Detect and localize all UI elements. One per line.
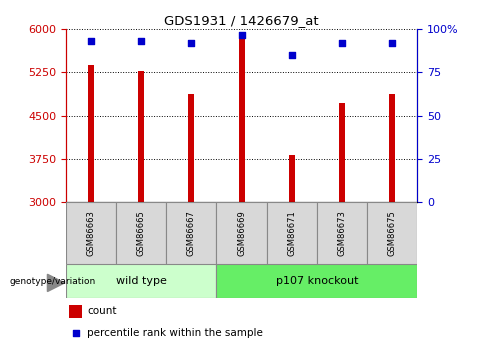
Bar [66,202,116,264]
Text: count: count [87,306,117,316]
Text: GSM86663: GSM86663 [86,210,96,256]
Bar [138,71,144,202]
Text: GSM86673: GSM86673 [337,210,346,256]
Bar [289,155,295,202]
Text: GSM86671: GSM86671 [287,210,296,256]
Bar [88,65,94,202]
Bar [69,305,81,318]
Text: p107 knockout: p107 knockout [276,276,358,286]
Point [87,39,95,44]
Text: GSM86675: GSM86675 [387,210,397,256]
Text: wild type: wild type [116,276,166,286]
Bar [217,264,417,298]
Bar [266,202,317,264]
Point [288,52,296,58]
Point [388,40,396,46]
Bar [317,202,367,264]
Text: GSM86665: GSM86665 [137,210,146,256]
Bar [339,103,345,202]
Bar [239,32,244,202]
Title: GDS1931 / 1426679_at: GDS1931 / 1426679_at [164,14,319,27]
Text: percentile rank within the sample: percentile rank within the sample [87,328,263,338]
Text: GSM86669: GSM86669 [237,210,246,256]
Polygon shape [47,274,64,292]
Bar [217,202,266,264]
Point [72,331,80,336]
Point [338,40,346,46]
Bar [367,202,417,264]
Point [137,39,145,44]
Text: genotype/variation: genotype/variation [10,277,96,286]
Text: GSM86667: GSM86667 [187,210,196,256]
Point [187,40,195,46]
Bar [116,202,166,264]
Bar [389,94,395,202]
Bar [166,202,217,264]
Bar [66,264,217,298]
Bar [188,94,194,202]
Point [238,32,245,37]
